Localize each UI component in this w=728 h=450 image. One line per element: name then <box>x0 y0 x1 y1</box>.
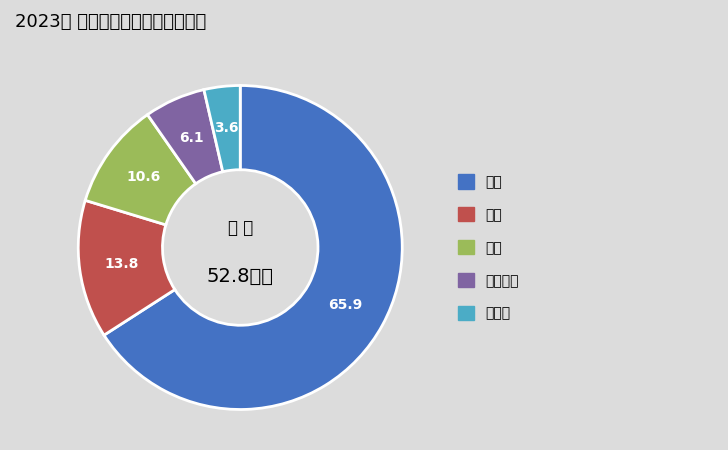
Text: 13.8: 13.8 <box>104 257 139 271</box>
Wedge shape <box>78 200 175 335</box>
Text: 52.8億円: 52.8億円 <box>207 267 274 286</box>
Wedge shape <box>104 86 403 410</box>
Wedge shape <box>148 90 223 184</box>
Wedge shape <box>85 115 196 225</box>
Text: 65.9: 65.9 <box>328 298 363 312</box>
Legend: 韓国, 台湾, 中国, ベトナム, その他: 韓国, 台湾, 中国, ベトナム, その他 <box>458 174 519 320</box>
Text: 総 額: 総 額 <box>228 219 253 237</box>
Text: 6.1: 6.1 <box>179 131 204 145</box>
Wedge shape <box>204 86 240 172</box>
Text: 2023年 輸出相手国のシェア（％）: 2023年 輸出相手国のシェア（％） <box>15 14 206 32</box>
Text: 10.6: 10.6 <box>126 170 160 184</box>
Text: 3.6: 3.6 <box>215 122 239 135</box>
